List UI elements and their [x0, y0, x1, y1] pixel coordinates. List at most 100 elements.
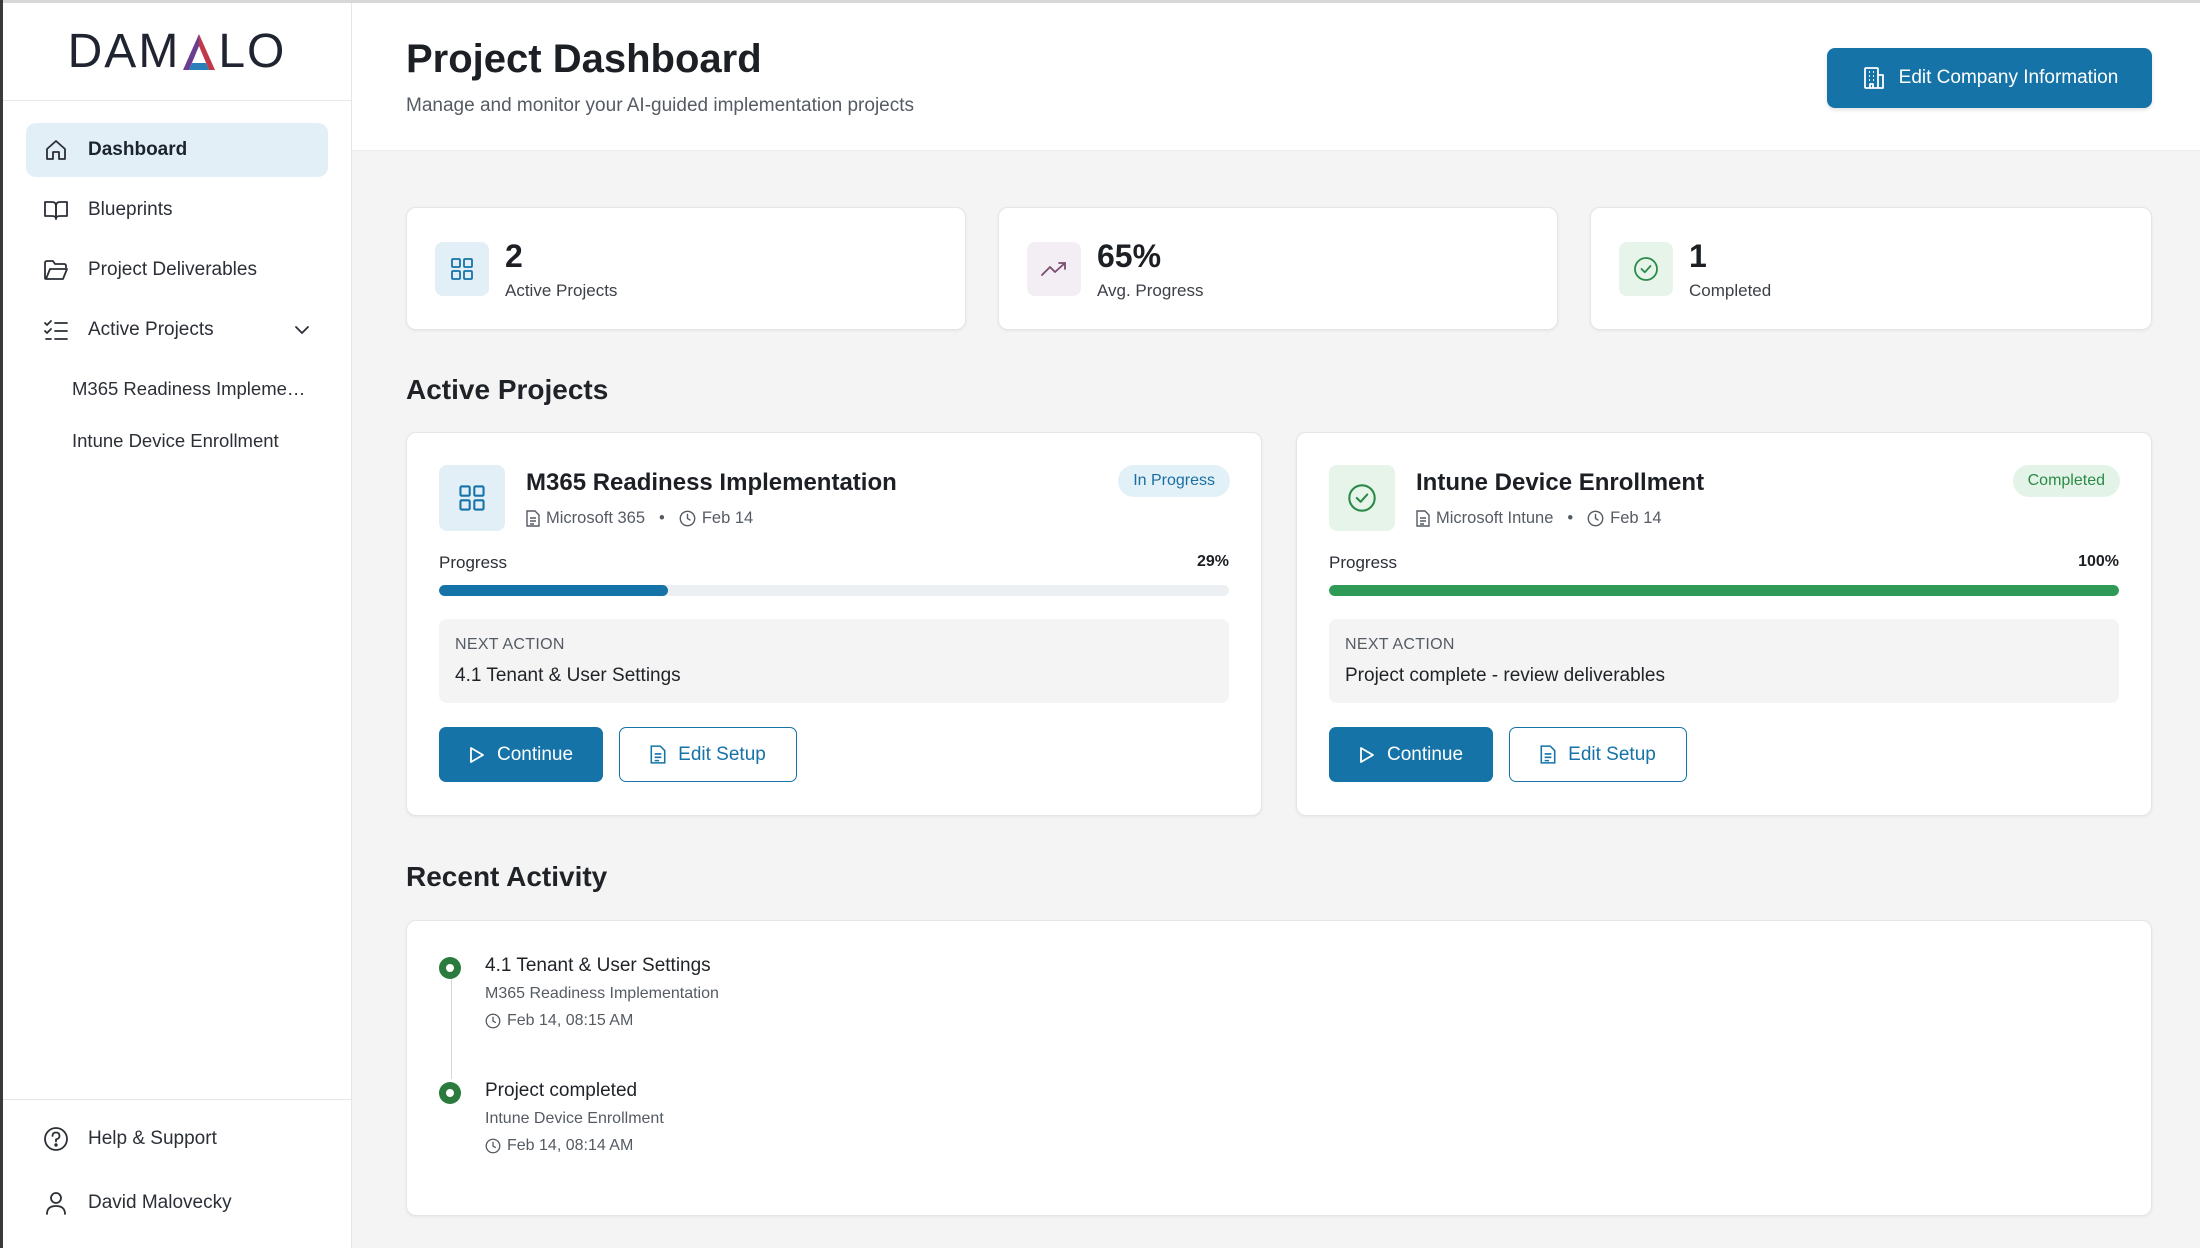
- next-action-box: NEXT ACTION 4.1 Tenant & User Settings: [439, 619, 1229, 703]
- sidebar-item-label: Project Deliverables: [88, 259, 257, 280]
- stat-card-completed: 1 Completed: [1590, 207, 2152, 330]
- next-action-value: 4.1 Tenant & User Settings: [455, 665, 681, 686]
- edit-company-information-button[interactable]: Edit Company Information: [1827, 48, 2152, 108]
- page-header: Project Dashboard Manage and monitor you…: [352, 3, 2200, 151]
- document-icon: [650, 745, 666, 764]
- project-date: Feb 14: [1610, 509, 1662, 527]
- sidebar-item-user-profile[interactable]: David Malovecky: [26, 1176, 328, 1230]
- project-blueprint: Microsoft Intune: [1436, 509, 1554, 527]
- activity-project: M365 Readiness Implementation: [485, 985, 719, 1002]
- play-icon: [469, 746, 485, 764]
- activity-item: 4.1 Tenant & User Settings M365 Readines…: [439, 921, 1139, 1046]
- clock-icon: [1587, 510, 1604, 527]
- stat-card-active-projects: 2 Active Projects: [406, 207, 966, 330]
- list-check-icon: [42, 316, 70, 344]
- building-icon: [1861, 65, 1887, 91]
- meta-separator: •: [659, 509, 665, 527]
- project-card-intune[interactable]: Intune Device Enrollment Microsoft Intun…: [1296, 432, 2152, 816]
- timeline-dot-icon: [439, 1082, 461, 1104]
- progress-bar-fill: [1329, 585, 2119, 596]
- next-action-label: NEXT ACTION: [455, 636, 565, 653]
- status-badge: Completed: [2012, 465, 2120, 497]
- sidebar-item-active-projects[interactable]: Active Projects: [26, 303, 328, 357]
- stat-label: Completed: [1689, 281, 1772, 300]
- progress-percent: 29%: [1196, 553, 1229, 570]
- project-meta: Microsoft 365 • Feb 14: [526, 509, 753, 528]
- sidebar-nav: Dashboard Blueprints Project Deliverable…: [3, 101, 351, 467]
- activity-timestamp: Feb 14, 08:15 AM: [507, 1012, 634, 1029]
- home-icon: [42, 136, 70, 164]
- folder-icon: [42, 256, 70, 284]
- project-title[interactable]: M365 Readiness Implementation: [526, 469, 897, 496]
- page-subtitle: Manage and monitor your AI-guided implem…: [406, 95, 915, 116]
- project-meta: Microsoft Intune • Feb 14: [1416, 509, 1662, 528]
- section-title-recent-activity: Recent Activity: [406, 861, 608, 892]
- continue-button[interactable]: Continue: [1329, 727, 1493, 782]
- edit-setup-label: Edit Setup: [1568, 743, 1656, 765]
- activity-time: Feb 14, 08:15 AM: [485, 1012, 633, 1030]
- next-action-label: NEXT ACTION: [1345, 636, 1455, 653]
- stat-value: 2: [505, 238, 523, 274]
- edit-setup-label: Edit Setup: [678, 743, 766, 765]
- progress-label: Progress: [1329, 553, 1398, 572]
- brand-name-left: DAM: [67, 25, 181, 78]
- progress-bar: [439, 585, 1229, 596]
- timeline-dot-icon: [439, 957, 461, 979]
- clock-icon: [485, 1013, 501, 1029]
- sidebar-item-dashboard[interactable]: Dashboard: [26, 123, 328, 177]
- continue-label: Continue: [1386, 743, 1464, 765]
- sidebar-subitem-m365[interactable]: M365 Readiness Impleme…: [72, 378, 306, 399]
- project-title[interactable]: Intune Device Enrollment: [1416, 469, 1705, 496]
- play-icon: [1359, 746, 1375, 764]
- chevron-down-icon[interactable]: [292, 320, 312, 340]
- window-top-edge: [0, 0, 2200, 3]
- grid-icon: [435, 242, 489, 296]
- document-icon: [526, 510, 540, 527]
- continue-button[interactable]: Continue: [439, 727, 603, 782]
- user-icon: [42, 1189, 70, 1217]
- activity-time: Feb 14, 08:14 AM: [485, 1137, 633, 1155]
- activity-item: Project completed Intune Device Enrollme…: [439, 1046, 1139, 1171]
- sidebar-subitem-intune[interactable]: Intune Device Enrollment: [72, 430, 279, 451]
- edit-setup-button[interactable]: Edit Setup: [1509, 727, 1687, 782]
- sidebar-item-label: Active Projects: [88, 319, 214, 340]
- sidebar-item-help-support[interactable]: Help & Support: [26, 1112, 328, 1166]
- activity-project: Intune Device Enrollment: [485, 1110, 664, 1127]
- stat-card-avg-progress: 65% Avg. Progress: [998, 207, 1558, 330]
- stat-label: Active Projects: [505, 281, 618, 300]
- next-action-box: NEXT ACTION Project complete - review de…: [1329, 619, 2119, 703]
- sidebar-item-blueprints[interactable]: Blueprints: [26, 183, 328, 237]
- status-badge: In Progress: [1118, 465, 1230, 497]
- brand-name-right: LO: [218, 25, 287, 78]
- clock-icon: [679, 510, 696, 527]
- section-title-active-projects: Active Projects: [406, 374, 609, 405]
- activity-title: Project completed: [485, 1080, 638, 1101]
- project-card-m365[interactable]: M365 Readiness Implementation Microsoft …: [406, 432, 1262, 816]
- logo-a-mark-icon: [183, 33, 216, 70]
- recent-activity-card: 4.1 Tenant & User Settings M365 Readines…: [406, 920, 2152, 1216]
- continue-label: Continue: [496, 743, 574, 765]
- trending-up-icon: [1027, 242, 1081, 296]
- sidebar-item-label: Blueprints: [88, 199, 173, 220]
- activity-title: 4.1 Tenant & User Settings: [485, 955, 711, 976]
- sidebar-item-label: Help & Support: [88, 1128, 217, 1149]
- timeline-line: [451, 979, 452, 1079]
- sidebar-item-project-deliverables[interactable]: Project Deliverables: [26, 243, 328, 297]
- check-circle-icon: [1329, 465, 1395, 531]
- stat-value: 65%: [1097, 238, 1162, 274]
- sidebar-item-label: Dashboard: [88, 139, 188, 160]
- project-blueprint: Microsoft 365: [546, 509, 646, 527]
- progress-percent: 100%: [2078, 553, 2119, 570]
- edit-company-information-label: Edit Company Information: [1898, 67, 2119, 88]
- brand-logo[interactable]: DAM LO: [3, 3, 351, 101]
- user-name: David Malovecky: [88, 1192, 232, 1213]
- edit-setup-button[interactable]: Edit Setup: [619, 727, 797, 782]
- activity-timestamp: Feb 14, 08:14 AM: [507, 1137, 634, 1154]
- help-circle-icon: [42, 1125, 70, 1153]
- progress-bar: [1329, 585, 2119, 596]
- next-action-value: Project complete - review deliverables: [1345, 665, 1665, 686]
- sidebar-footer: Help & Support David Malovecky: [3, 1099, 351, 1248]
- sidebar: DAM LO Dashboard Blueprints Project Deli…: [3, 3, 352, 1248]
- progress-label: Progress: [439, 553, 508, 572]
- stat-value: 1: [1689, 238, 1707, 274]
